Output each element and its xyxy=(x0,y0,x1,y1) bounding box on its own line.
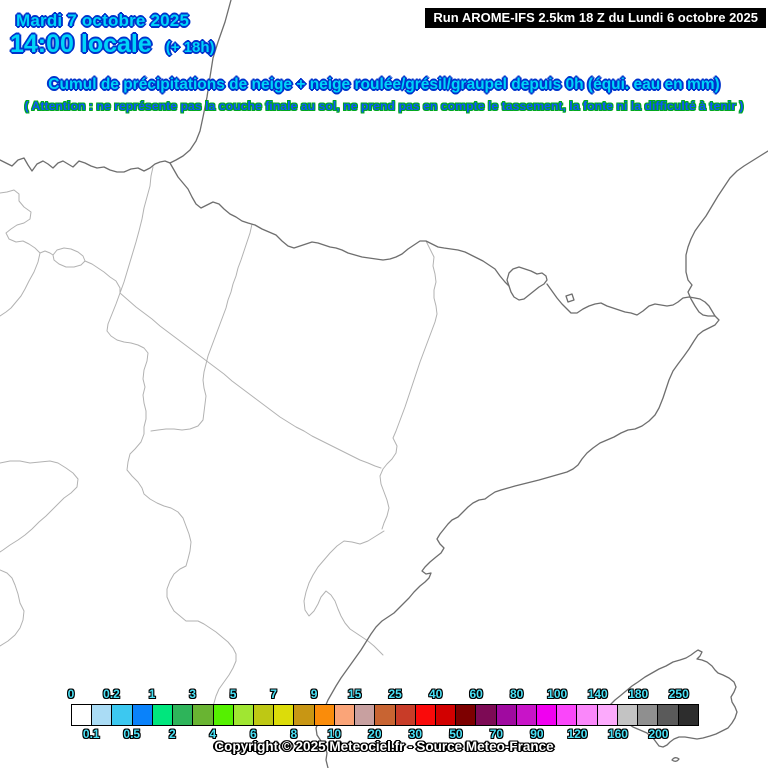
legend-cell xyxy=(556,704,578,726)
forecast-offset-label: (+ 18h) xyxy=(165,39,215,56)
time-row: 14:00 locale (+ 18h) xyxy=(10,30,215,59)
map-warning-note: ( Attention : ne représente pas la couch… xyxy=(24,99,744,113)
legend-cell xyxy=(414,704,436,726)
legend-value: 200 xyxy=(648,727,669,741)
legend-cell xyxy=(394,704,416,726)
legend-cell xyxy=(596,704,618,726)
legend-cell xyxy=(434,704,457,726)
legend-cell xyxy=(536,704,558,726)
legend-cell xyxy=(71,704,93,726)
legend-cell xyxy=(212,704,234,726)
legend-value: 250 xyxy=(668,687,689,701)
cabrera-islet xyxy=(671,757,680,762)
spain-france-border-east xyxy=(546,283,716,317)
local-time-label: 14:00 locale xyxy=(10,30,152,58)
legend-value: 60 xyxy=(469,687,483,701)
legend-value: 25 xyxy=(388,687,402,701)
legend-cell xyxy=(354,704,376,726)
legend-cell xyxy=(172,704,194,726)
legend-value: 40 xyxy=(428,687,443,701)
province-border-trevino-enclave xyxy=(52,247,86,268)
legend-cell xyxy=(151,704,174,726)
atlantic-coast-france xyxy=(169,0,232,164)
legend-cell xyxy=(313,704,335,726)
legend-cell xyxy=(131,704,153,726)
legend-value: 4 xyxy=(209,727,217,741)
legend-cell xyxy=(111,704,133,726)
legend-value: 70 xyxy=(489,727,504,741)
legend-value: 140 xyxy=(587,687,608,701)
llivia-enclave-outline xyxy=(565,293,575,303)
legend-cell xyxy=(677,704,699,726)
legend-cell xyxy=(637,704,659,726)
legend-cell xyxy=(657,704,679,726)
legend-cell xyxy=(192,704,214,726)
legend-value: 0.5 xyxy=(123,727,141,741)
legend-value: 160 xyxy=(607,727,628,741)
legend-value: 15 xyxy=(347,687,362,701)
legend-value: 90 xyxy=(530,727,544,741)
mediterranean-coast xyxy=(315,150,768,768)
legend-cell xyxy=(91,704,113,726)
legend-cell xyxy=(374,704,396,726)
province-border-basque-west xyxy=(0,189,54,256)
legend-value: 6 xyxy=(249,727,257,741)
legend-value: 5 xyxy=(229,687,237,701)
andorra-outline xyxy=(506,266,548,301)
legend-cell xyxy=(293,704,315,726)
legend-cell xyxy=(475,704,497,726)
date-label: Mardi 7 octobre 2025 xyxy=(16,11,190,30)
province-border-rioja-diagonal xyxy=(119,292,382,469)
province-border-alava-rioja xyxy=(84,260,121,294)
legend-cell xyxy=(616,704,639,726)
legend-cell xyxy=(495,704,517,726)
legend-cell xyxy=(333,704,356,726)
legend-value: 9 xyxy=(310,687,318,701)
copyright-notice: Copyright © 2025 Meteociel.fr - Source M… xyxy=(214,739,554,754)
province-border-aragon-catalonia xyxy=(379,240,438,530)
spain-france-border-west xyxy=(169,162,510,287)
legend-value: 0 xyxy=(67,687,75,701)
legend-value: 1 xyxy=(148,687,156,701)
legend-cell xyxy=(515,704,538,726)
legend-value: 30 xyxy=(408,727,423,741)
legend-cell xyxy=(455,704,477,726)
province-border-teruel xyxy=(303,530,385,656)
legend-cell xyxy=(576,704,598,726)
legend-bar xyxy=(71,704,699,726)
province-border-zaragoza-southwest xyxy=(0,569,25,647)
legend-cell xyxy=(273,704,295,726)
province-border-navarra-aragon xyxy=(150,223,253,432)
legend-value: 50 xyxy=(449,727,463,741)
model-run-info: Run AROME-IFS 2.5km 18 Z du Lundi 6 octo… xyxy=(425,8,766,28)
map-title: Cumul de précipitations de neige + neige… xyxy=(48,76,720,93)
legend-value: 100 xyxy=(547,687,568,701)
cantabrian-coast xyxy=(0,157,171,173)
legend-value: 3 xyxy=(189,687,196,701)
legend-value: 2 xyxy=(168,727,176,741)
province-border-zaragoza-west xyxy=(0,460,79,553)
legend-labels-bottom: 0.1 0.5 2 4 6 8 10 20 30 50 70 90 120 160 200 xyxy=(0,727,768,741)
province-border-basque-navarra xyxy=(106,166,237,717)
mallorca-outline xyxy=(609,649,738,748)
legend-labels-top: 0 0.2 1 3 5 7 9 15 25 40 60 80 100 140 180 250 xyxy=(0,687,768,701)
legend-value: 10 xyxy=(327,727,342,741)
legend-value: 120 xyxy=(567,727,588,741)
legend-cell xyxy=(232,704,254,726)
legend-value: 180 xyxy=(628,687,649,701)
legend-cell xyxy=(252,704,275,726)
province-border-basque-south xyxy=(0,252,41,317)
legend-value: 7 xyxy=(270,687,277,701)
legend-value: 20 xyxy=(368,727,382,741)
legend-value: 80 xyxy=(509,687,524,701)
legend-value: 0.2 xyxy=(103,687,120,701)
legend-value: 0.1 xyxy=(82,727,100,741)
legend-value: 8 xyxy=(290,727,298,741)
